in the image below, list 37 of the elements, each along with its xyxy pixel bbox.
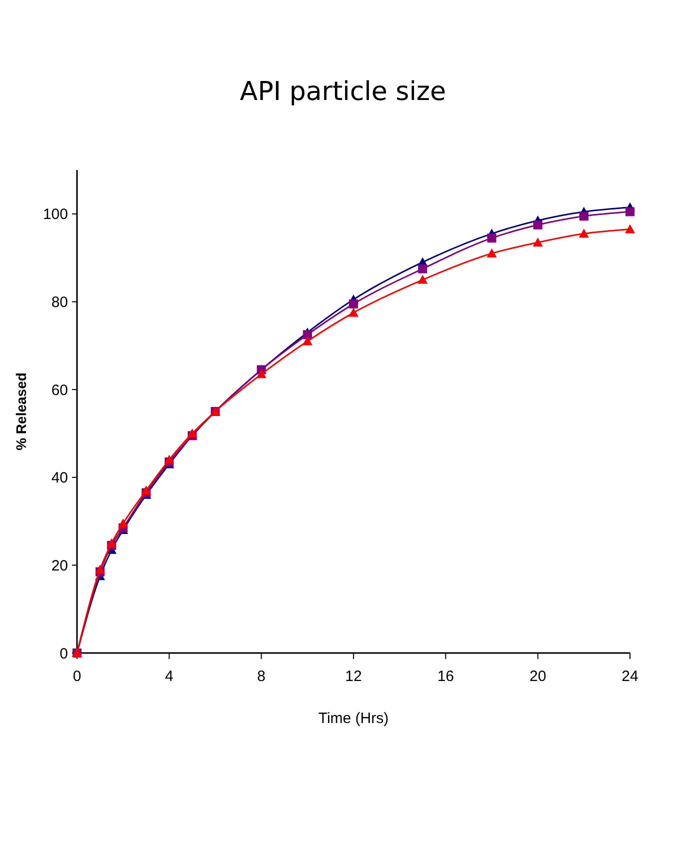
point [626, 207, 634, 216]
point [418, 274, 428, 284]
x-tick-label: 4 [164, 668, 174, 685]
point [533, 220, 542, 230]
x-tick-label: 8 [257, 668, 266, 685]
y-axis-title: % Released [13, 372, 29, 450]
x-tick-label: 12 [345, 668, 362, 685]
point [418, 264, 428, 274]
point [532, 237, 543, 246]
x-tick-label: 24 [622, 668, 638, 685]
point [164, 454, 174, 464]
point [302, 336, 312, 346]
chart-title: API particle size [240, 77, 446, 107]
y-tick-label: 100 [42, 206, 68, 224]
point [302, 330, 312, 340]
x-tick-label: 16 [437, 668, 454, 685]
point [625, 224, 635, 234]
y-tick-label: 0 [60, 645, 68, 662]
point [95, 564, 106, 574]
y-tick-label: 80 [51, 294, 68, 311]
point [487, 234, 496, 243]
y-tick-label: 60 [51, 382, 68, 399]
x-tick-label: 0 [72, 668, 82, 685]
point [348, 308, 358, 317]
point [256, 369, 266, 378]
point [187, 428, 198, 438]
y-tick-label: 20 [51, 557, 68, 574]
point [141, 486, 152, 495]
point [349, 299, 358, 308]
point [579, 212, 588, 221]
x-axis-title: Time (Hrs) [318, 710, 389, 727]
y-tick-label: 40 [51, 470, 68, 487]
point [106, 538, 117, 548]
point [578, 228, 589, 238]
point [486, 248, 497, 258]
point [118, 518, 128, 528]
x-tick-label: 20 [529, 668, 546, 685]
